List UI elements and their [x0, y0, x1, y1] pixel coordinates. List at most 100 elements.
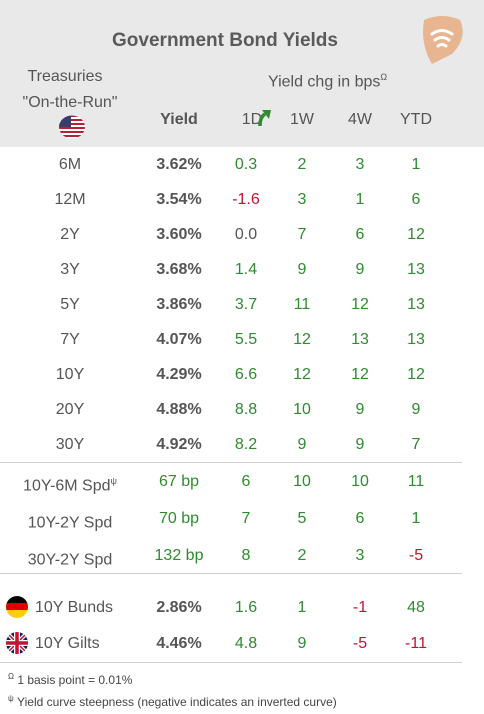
yield-value: 4.29% — [156, 366, 202, 383]
table-row: 10Y-2Y Spd 70 bp 7 5 6 1 — [0, 501, 484, 536]
yield-value: 3.60% — [156, 226, 202, 243]
change-1d: 8 — [241, 547, 251, 564]
yield-value: 3.54% — [156, 191, 202, 208]
table-row: 6M 3.62% 0.3 2 3 1 — [0, 147, 484, 182]
change-1d: 7 — [241, 510, 251, 527]
treasuries-label: Treasuries — [27, 68, 103, 85]
table-row: 10Y 4.29% 6.6 12 12 12 — [0, 357, 484, 392]
change-ytd: 13 — [407, 296, 425, 313]
change-1w: 2 — [297, 547, 307, 564]
change-1w: 12 — [293, 331, 311, 348]
change-4w: 12 — [351, 366, 369, 383]
row-label: 30Y-2Y Spd — [27, 551, 113, 569]
table-row: 3Y 3.68% 1.4 9 9 13 — [0, 252, 484, 287]
row-label: 2Y — [60, 226, 80, 243]
row-label: 10Y Gilts — [35, 635, 100, 652]
germany-flag-icon — [6, 596, 28, 618]
divider — [0, 573, 462, 574]
table-row: 20Y 4.88% 8.8 10 9 9 — [0, 392, 484, 427]
row-label: 10Y-6M Spdψ — [23, 476, 117, 495]
table-row: 30Y 4.92% 8.2 9 9 7 — [0, 427, 484, 462]
yield-value: 132 bp — [154, 547, 204, 564]
change-ytd: 1 — [411, 510, 421, 527]
footnote-curve: ψ Yield curve steepness (negative indica… — [8, 694, 337, 709]
table-row: 10Y Gilts 4.46% 4.8 9 -5 -11 — [0, 626, 484, 661]
change-ytd: -11 — [405, 635, 427, 652]
table-row: 2Y 3.60% 0.0 7 6 12 — [0, 217, 484, 252]
yield-change-header: Yield chg in bpsΩ — [268, 72, 388, 91]
change-1d: 4.8 — [234, 635, 258, 652]
change-ytd: 11 — [407, 473, 425, 490]
column-4w: 4W — [348, 111, 372, 128]
change-4w: -5 — [352, 635, 368, 652]
yield-value: 3.68% — [156, 261, 202, 278]
change-1d: 8.2 — [234, 436, 258, 453]
change-ytd: 13 — [407, 331, 425, 348]
change-4w: -1 — [352, 599, 368, 616]
change-ytd: 9 — [411, 401, 421, 418]
change-4w: 10 — [351, 473, 369, 490]
change-1w: 12 — [293, 366, 311, 383]
yield-value: 4.07% — [156, 331, 202, 348]
change-ytd: 12 — [407, 366, 425, 383]
yield-value: 70 bp — [158, 510, 200, 527]
change-ytd: 7 — [411, 436, 421, 453]
change-4w: 6 — [355, 510, 365, 527]
change-1w: 9 — [297, 261, 307, 278]
change-4w: 12 — [351, 296, 369, 313]
change-1w: 3 — [297, 191, 307, 208]
yield-value: 67 bp — [158, 473, 200, 490]
row-label: 7Y — [60, 331, 80, 348]
row-label: 10Y Bunds — [35, 599, 113, 616]
column-1d: 1D — [241, 111, 263, 128]
change-1d: 5.5 — [234, 331, 258, 348]
curved-up-arrow-icon — [258, 110, 271, 126]
table-row: 7Y 4.07% 5.5 12 13 13 — [0, 322, 484, 357]
row-label: 10Y-2Y Spd — [27, 514, 113, 532]
yield-value: 3.86% — [156, 296, 202, 313]
table-row: 10Y Bunds 2.86% 1.6 1 -1 48 — [0, 590, 484, 625]
change-4w: 1 — [355, 191, 365, 208]
change-ytd: -5 — [408, 547, 424, 564]
page-title: Government Bond Yields — [112, 30, 338, 51]
change-1d: 0.0 — [234, 226, 258, 243]
footnote-basis-point: Ω 1 basis point = 0.01% — [8, 672, 133, 687]
yield-value: 4.92% — [156, 436, 202, 453]
change-1d: 3.7 — [234, 296, 258, 313]
change-1w: 9 — [297, 436, 307, 453]
row-label: 12M — [54, 191, 86, 208]
column-yield: Yield — [160, 111, 198, 128]
change-4w: 3 — [355, 156, 365, 173]
yield-value: 4.88% — [156, 401, 202, 418]
change-1w: 10 — [293, 473, 311, 490]
table-row: 10Y-6M Spdψ 67 bp 6 10 10 11 — [0, 464, 484, 499]
change-1w: 9 — [297, 635, 307, 652]
table-header: Government Bond Yields Treasuries "On-th… — [0, 0, 484, 147]
change-4w: 9 — [355, 436, 365, 453]
us-flag-icon — [59, 115, 85, 139]
change-ytd: 1 — [411, 156, 421, 173]
divider — [0, 662, 462, 663]
row-label: 6M — [58, 156, 82, 173]
change-1w: 7 — [297, 226, 307, 243]
table-row: 30Y-2Y Spd 132 bp 8 2 3 -5 — [0, 538, 484, 573]
column-ytd: YTD — [400, 111, 432, 128]
change-1d: -1.6 — [232, 191, 260, 208]
table-row: 12M 3.54% -1.6 3 1 6 — [0, 182, 484, 217]
change-4w: 9 — [355, 261, 365, 278]
change-ytd: 48 — [407, 599, 425, 616]
row-label: 5Y — [60, 296, 80, 313]
row-label: 30Y — [55, 436, 85, 453]
change-1d: 6 — [241, 473, 251, 490]
change-1d: 1.6 — [234, 599, 258, 616]
change-1w: 1 — [297, 599, 307, 616]
wifi-signal-icon — [423, 16, 463, 64]
on-the-run-label: "On-the-Run" — [22, 94, 118, 111]
change-4w: 6 — [355, 226, 365, 243]
table-row: 5Y 3.86% 3.7 11 12 13 — [0, 287, 484, 322]
divider — [0, 462, 462, 463]
yield-value: 4.46% — [156, 635, 202, 652]
row-label: 10Y — [55, 366, 85, 383]
row-label: 20Y — [55, 401, 85, 418]
change-1d: 6.6 — [234, 366, 258, 383]
